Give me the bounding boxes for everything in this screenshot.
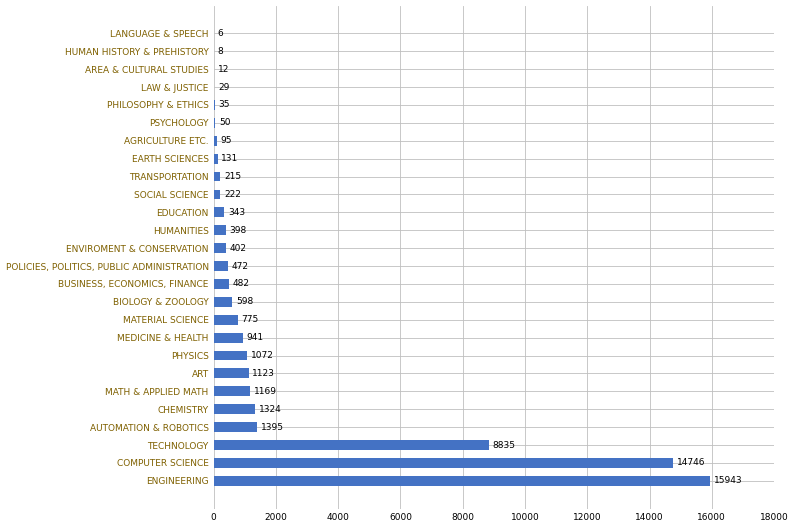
Text: 398: 398 [229, 226, 247, 235]
Text: 8: 8 [218, 47, 223, 56]
Bar [214, 154, 218, 164]
Text: 1072: 1072 [251, 351, 274, 360]
Bar [214, 476, 710, 486]
Bar [214, 386, 250, 396]
Text: 50: 50 [219, 118, 230, 127]
Bar [214, 297, 232, 307]
Bar [214, 279, 229, 289]
Text: 598: 598 [236, 297, 253, 306]
Text: 482: 482 [233, 279, 249, 288]
Text: 15943: 15943 [714, 476, 742, 485]
Text: 131: 131 [222, 154, 239, 163]
Text: 1123: 1123 [252, 369, 276, 378]
Text: 6: 6 [218, 29, 223, 38]
Bar [214, 225, 226, 235]
Text: 1324: 1324 [259, 404, 281, 414]
Bar [214, 440, 488, 450]
Bar [214, 333, 243, 343]
Text: 215: 215 [224, 172, 241, 181]
Text: 8835: 8835 [492, 440, 515, 449]
Text: 472: 472 [232, 261, 249, 270]
Text: 343: 343 [228, 208, 245, 217]
Bar [214, 172, 220, 182]
Text: 95: 95 [220, 136, 232, 145]
Bar [214, 190, 221, 200]
Bar [214, 208, 224, 217]
Text: 775: 775 [241, 315, 259, 324]
Text: 12: 12 [218, 64, 229, 73]
Bar [214, 422, 257, 432]
Bar [214, 404, 255, 414]
Text: 222: 222 [224, 190, 241, 199]
Bar [214, 136, 217, 146]
Bar [214, 261, 228, 271]
Text: 941: 941 [247, 333, 264, 342]
Text: 29: 29 [218, 82, 229, 91]
Text: 1395: 1395 [260, 422, 283, 431]
Bar [214, 243, 226, 253]
Bar [214, 315, 237, 325]
Text: 35: 35 [218, 100, 230, 109]
Text: 402: 402 [229, 243, 247, 252]
Text: 14746: 14746 [676, 458, 705, 467]
Bar [214, 369, 249, 379]
Bar [214, 351, 247, 361]
Bar [214, 118, 215, 128]
Bar [214, 458, 673, 468]
Text: 1169: 1169 [253, 387, 276, 396]
